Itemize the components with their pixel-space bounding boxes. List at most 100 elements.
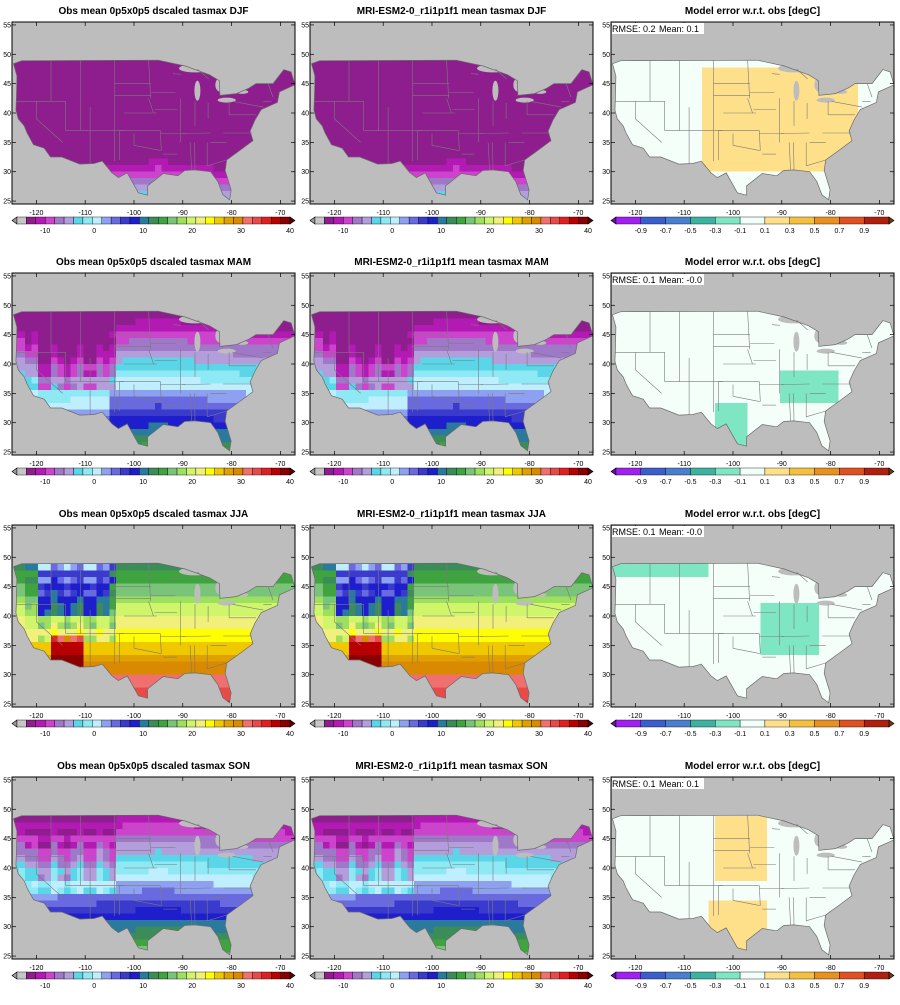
field-cell [71,94,78,101]
field-cell [460,165,467,172]
field-cell [155,364,162,371]
field-cell [323,107,330,114]
field-cell [84,74,91,81]
field-cell [142,358,149,365]
field-cell [233,133,240,140]
field-cell [709,139,716,146]
field-cell [51,377,58,384]
field-cell [362,146,369,153]
field-cell [136,87,143,94]
field-cell [272,87,279,94]
colorbar-label: 10 [437,228,445,235]
colorbar-segment [224,217,233,224]
field-cell [356,139,363,146]
field-cell [253,87,260,94]
field-cell [214,377,221,384]
field-cell [427,165,434,172]
field-cell [103,371,110,378]
field-cell [233,358,240,365]
field-cell [408,107,415,114]
field-cell [421,139,428,146]
field-cell [207,332,214,339]
field-cell [240,94,247,101]
field-cell [97,61,104,68]
field-cell [774,74,781,81]
field-cell [741,126,748,133]
field-cell [518,152,525,159]
field-cell [434,133,441,140]
field-cell [683,94,690,101]
field-cell [97,120,104,127]
field-cell [715,107,722,114]
field-cell [38,81,45,88]
field-cell [330,126,337,133]
field-cell [129,397,136,404]
field-cell [447,120,454,127]
field-cell [518,107,525,114]
lake-erie [817,98,835,103]
field-cell [97,126,104,133]
field-cell [123,74,130,81]
colorbar-segment [45,217,54,224]
field-cell [728,159,735,166]
field-cell [97,397,104,404]
field-cell [25,345,32,352]
field-cell [787,74,794,81]
field-cell [670,126,677,133]
field-cell [90,61,97,68]
colorbar-segment [371,217,380,224]
field-cell [460,159,467,166]
field-cell [149,358,156,365]
field-cell [142,397,149,404]
field-cell [343,113,350,120]
field-cell [227,390,234,397]
field-cell [330,113,337,120]
colorbar-segment [522,217,531,224]
x-tick-label: -70 [573,210,583,217]
field-cell [71,146,78,153]
field-cell [683,113,690,120]
colorbar-label: 30 [535,228,543,235]
field-cell [670,133,677,140]
field-cell [696,94,703,101]
field-cell [741,165,748,172]
field-cell [90,74,97,81]
field-cell [683,120,690,127]
field-cell [767,152,774,159]
field-cell [689,61,696,68]
field-cell [58,377,65,384]
field-cell [650,126,657,133]
colorbar-segment [456,217,465,224]
field-cell [129,338,136,345]
field-cell [240,133,247,140]
field-cell [369,61,376,68]
field-cell [650,61,657,68]
field-cell [45,74,52,81]
field-cell [499,81,506,88]
field-cell [722,133,729,140]
field-cell [168,107,175,114]
field-cell [123,133,130,140]
field-cell [466,126,473,133]
field-cell [631,87,638,94]
field-cell [129,61,136,68]
field-cell [155,377,162,384]
field-cell [774,165,781,172]
field-cell [58,371,65,378]
field-cell [45,345,52,352]
field-cell [51,107,58,114]
field-cell [375,152,382,159]
field-cell [531,107,538,114]
field-cell [155,351,162,358]
field-cell [162,113,169,120]
field-cell [414,165,421,172]
colorbar-segment [466,217,475,224]
field-cell [343,120,350,127]
field-cell [142,94,149,101]
field-cell [175,332,182,339]
field-cell [142,312,149,319]
field-cell [512,107,519,114]
field-cell [427,61,434,68]
field-cell [123,146,130,153]
field-cell [696,133,703,140]
